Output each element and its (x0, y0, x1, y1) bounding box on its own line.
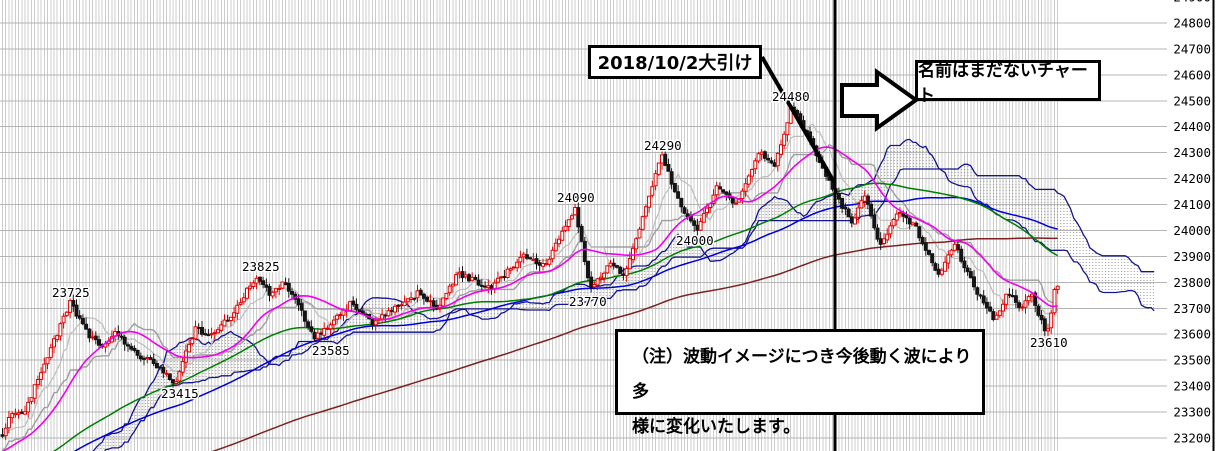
sma-75-line (52, 182, 1059, 451)
y-axis-label: 24100 (1173, 197, 1211, 212)
vertical-gridlines (2, 0, 1059, 451)
swing-price-label: 23725 (52, 285, 90, 300)
swing-price-label: 23770 (569, 294, 607, 309)
y-axis-label: 23300 (1173, 405, 1211, 420)
swing-price-label: 24090 (557, 190, 595, 205)
up-candle-bodies (3, 107, 1060, 437)
y-axis-label: 24000 (1173, 223, 1211, 238)
y-axis-label: 23400 (1173, 379, 1211, 394)
y-axis-label: 24600 (1173, 67, 1211, 82)
y-axis-label: 23500 (1173, 353, 1211, 368)
y-axis-label: 24300 (1173, 145, 1211, 160)
chart-name-label: 名前はまだないチャート (918, 60, 1088, 106)
senkou-span-b-line (104, 163, 1155, 451)
y-axis-label: 24200 (1173, 171, 1211, 186)
y-axis-label: 24400 (1173, 119, 1211, 134)
swing-price-label: 23585 (312, 343, 350, 358)
sma-200-line (211, 237, 1058, 451)
swing-price-label: 24000 (676, 233, 714, 248)
swing-price-label: 23610 (1030, 335, 1068, 350)
y-axis-label: 23700 (1173, 301, 1211, 316)
note-line-1: （注）波動イメージにつき今後動く波により多 (632, 347, 972, 402)
disclaimer-note-box: （注）波動イメージにつき今後動く波により多 様に変化いたします。 (615, 329, 985, 437)
swing-price-label: 24290 (644, 138, 682, 153)
swing-price-label: 23415 (161, 386, 199, 401)
y-axis-label: 23900 (1173, 249, 1211, 264)
y-axis-label: 24800 (1173, 16, 1211, 31)
swing-price-label: 24480 (772, 89, 810, 104)
date-marker-line (833, 0, 837, 451)
note-line-2: 様に変化いたします。 (632, 417, 801, 437)
callout-line (760, 56, 836, 183)
y-axis-label: 23800 (1173, 275, 1211, 290)
y-axis-label: 23600 (1173, 327, 1211, 342)
sma-25-line (2, 146, 1058, 451)
y-axis-label: 24700 (1173, 41, 1211, 56)
chart-name-annotation-box: 名前はまだないチャート (915, 60, 1101, 106)
kijun-line (2, 143, 1059, 451)
date-annotation-label: 2018/10/2大引け (597, 53, 753, 74)
swing-price-label: 23825 (242, 259, 280, 274)
date-annotation-box: 2018/10/2大引け (588, 45, 762, 79)
y-axis-label: 24900 (1173, 0, 1211, 5)
y-axis-label: 23200 (1173, 431, 1211, 446)
y-axis-label: 24500 (1173, 93, 1211, 108)
